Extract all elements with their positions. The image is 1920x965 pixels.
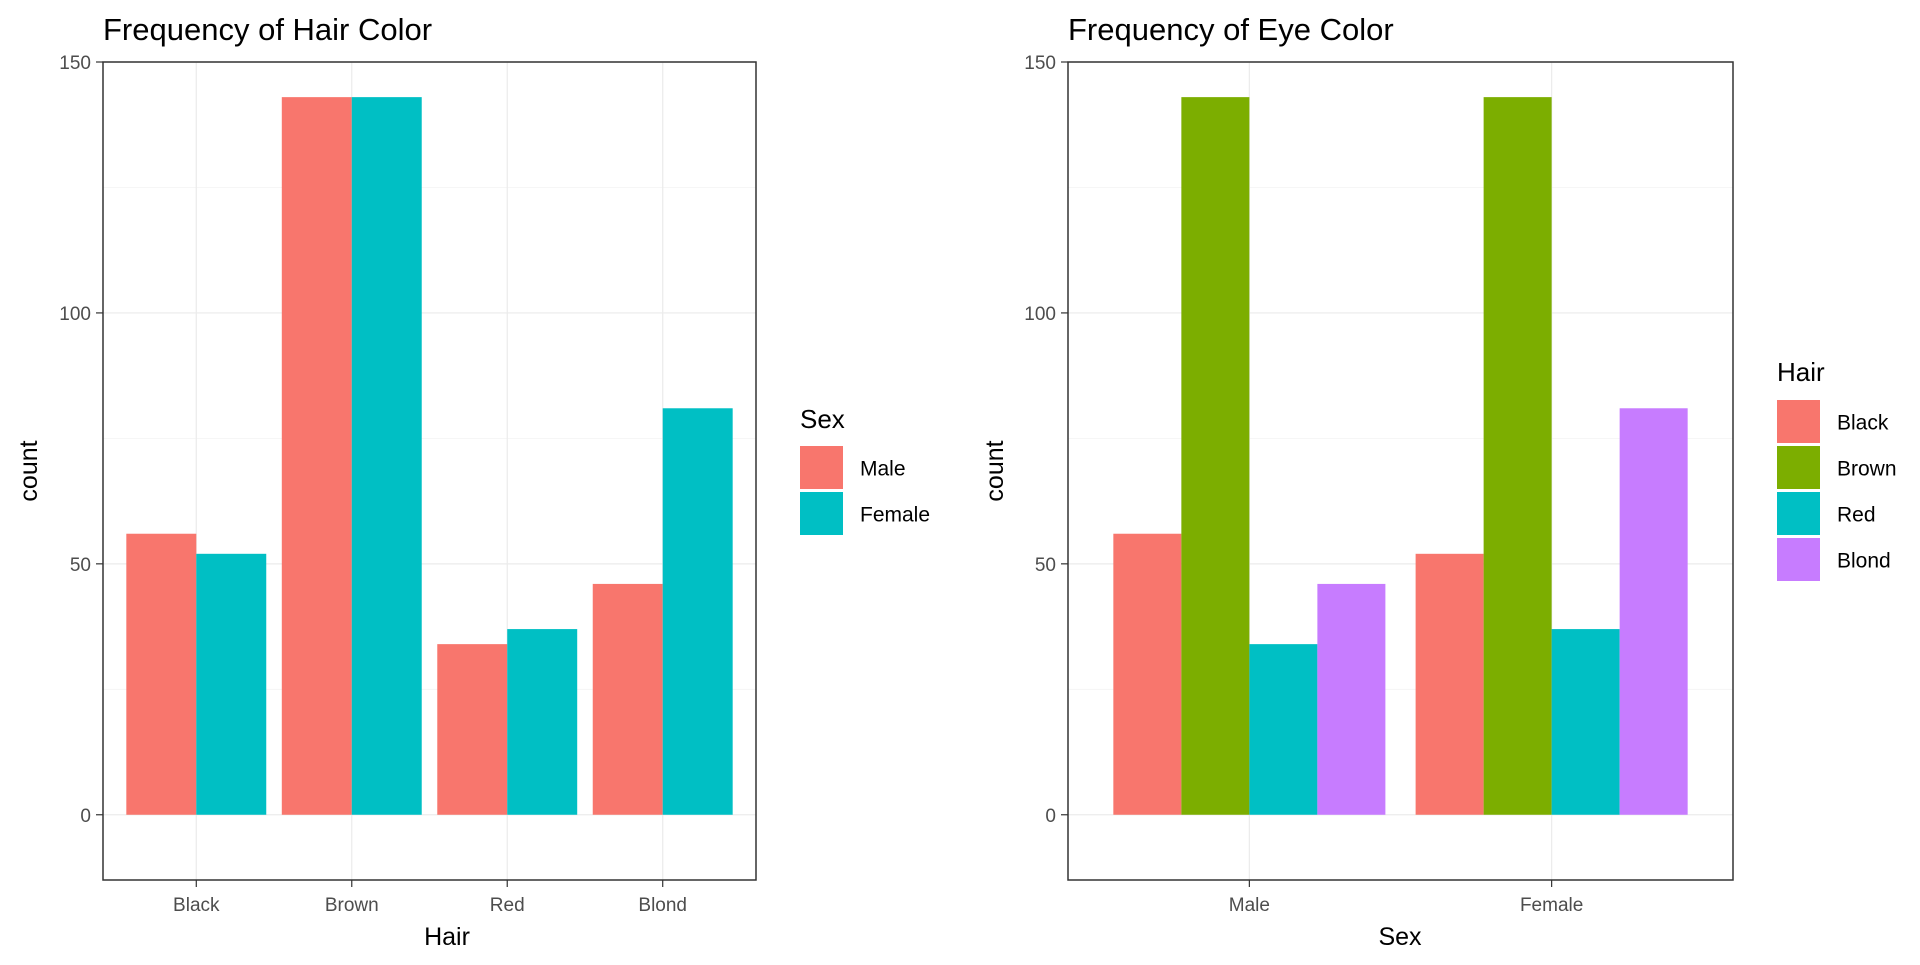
legend-label: Red	[1837, 504, 1876, 527]
bar	[1249, 644, 1318, 815]
x-axis-title: Sex	[1378, 923, 1422, 951]
x-tick-label: Male	[1229, 895, 1270, 916]
legend-label: Brown	[1837, 458, 1897, 481]
legend-swatch	[1777, 400, 1820, 443]
panel-border	[1067, 61, 1734, 881]
legend-title: Hair	[1777, 357, 1825, 387]
legend: Sex Male Female	[800, 404, 930, 535]
eye-color-chart: Frequency of Eye Color Sex count 0 50 100 1…	[981, 12, 1897, 951]
bar	[351, 97, 422, 815]
x-tick-label: Red	[490, 895, 525, 916]
y-tick-label: 50	[70, 555, 91, 576]
legend-label: Black	[1837, 412, 1889, 435]
x-tick-label: Blond	[638, 895, 687, 916]
chart-title: Frequency of Eye Color	[1068, 12, 1394, 47]
legend-swatch	[1777, 492, 1820, 535]
x-tick-label: Female	[1520, 895, 1583, 916]
hair-color-chart: Frequency of Hair Color Hair count 0 50 10…	[15, 12, 930, 951]
legend-swatch	[1777, 538, 1820, 581]
y-tick-label: 0	[1045, 806, 1056, 827]
y-tick-label: 0	[80, 806, 91, 827]
bar	[281, 97, 352, 815]
bar	[196, 553, 267, 815]
bar	[126, 533, 197, 815]
bar	[592, 583, 663, 815]
chart-title: Frequency of Hair Color	[103, 12, 432, 47]
bars	[126, 97, 733, 815]
x-tick-label: Brown	[325, 895, 379, 916]
y-tick-label: 100	[59, 304, 91, 325]
legend-label: Male	[860, 458, 906, 481]
legend-swatch	[800, 446, 843, 489]
legend-label: Female	[860, 504, 930, 527]
bar	[1415, 553, 1484, 815]
bars	[1113, 97, 1688, 815]
axes: 0 50 100 150 Male Female	[1024, 53, 1583, 916]
y-axis-title: count	[15, 440, 43, 501]
y-tick-label: 150	[1024, 53, 1056, 74]
axes: 0 50 100 150 Black Brown Red Blond	[59, 53, 687, 916]
legend-title: Sex	[800, 404, 845, 434]
bar	[1483, 97, 1552, 815]
y-tick-label: 100	[1024, 304, 1056, 325]
legend-swatch	[1777, 446, 1820, 489]
y-tick-label: 150	[59, 53, 91, 74]
legend-label: Blond	[1837, 550, 1891, 573]
bar	[1551, 629, 1620, 815]
bar	[1181, 97, 1250, 815]
bar	[507, 629, 578, 815]
bar	[1317, 583, 1386, 815]
bar	[1619, 408, 1688, 815]
legend-swatch	[800, 492, 843, 535]
x-tick-label: Black	[173, 895, 220, 916]
panel-border	[102, 61, 757, 881]
legend: Hair Black Brown Red Blond	[1777, 357, 1897, 581]
bar	[1113, 533, 1182, 815]
x-axis-title: Hair	[424, 923, 470, 951]
bar	[662, 408, 733, 815]
y-axis-title: count	[981, 440, 1009, 501]
y-tick-label: 50	[1035, 555, 1056, 576]
bar	[437, 644, 508, 815]
